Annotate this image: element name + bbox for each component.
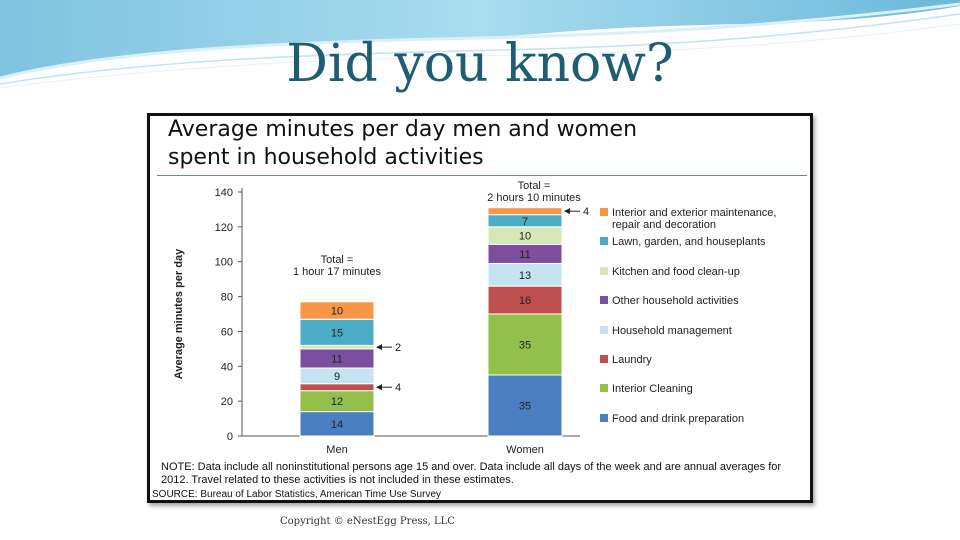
bar-segment [299, 411, 375, 437]
bar-segment [487, 207, 563, 216]
legend-label: Interior Cleaning [612, 383, 693, 395]
y-tick-label: 40 [221, 361, 233, 373]
legend-swatch [600, 355, 608, 363]
x-category-label: Men [326, 444, 347, 456]
chart-note: NOTE: Data include all noninstitutional … [161, 461, 782, 486]
y-tick-label: 0 [227, 431, 233, 443]
y-tick-label: 80 [221, 292, 233, 304]
x-category-label: Women [506, 444, 544, 456]
legend-label: Lawn, garden, and houseplants [612, 236, 766, 248]
bar-value-label: 10 [519, 231, 531, 243]
legend-label: Other household activities [612, 295, 739, 307]
chart-title-line: spent in household activities [168, 145, 484, 170]
bar-value-label: 14 [331, 419, 343, 431]
legend-label: repair and decoration [612, 219, 716, 231]
legend-swatch [600, 237, 608, 245]
y-tick-label: 140 [215, 187, 233, 199]
bar-value-label: 12 [331, 396, 343, 408]
bar-value-label: 13 [519, 270, 531, 282]
bar-value-label: 9 [334, 371, 340, 383]
legend-label: Household management [612, 325, 732, 337]
callout-label: 2 [395, 342, 401, 354]
callout-arrowhead [376, 344, 382, 351]
bar-segment [487, 285, 563, 315]
legend-label: Interior and exterior maintenance, [612, 207, 776, 219]
legend-swatch [600, 414, 608, 422]
title-divider [157, 175, 807, 176]
bar-segment [299, 383, 375, 392]
copyright-text: Copyright © eNestEgg Press, LLC [280, 516, 455, 527]
bar-value-label: 11 [331, 353, 342, 365]
bar-value-label: 35 [519, 401, 531, 413]
total-annotation: Total = [321, 254, 354, 266]
legend-swatch [600, 384, 608, 392]
bar-segment [299, 318, 375, 346]
bar-segment [487, 374, 563, 437]
bar-value-label: 15 [331, 327, 343, 339]
stacked-bar-chart: 0 20 40 60 80 100 120 140 Average minutes per da… [173, 180, 776, 456]
chart-title-line: Average minutes per day men and women [168, 117, 638, 142]
bar-segment [299, 344, 375, 350]
bar-segment [487, 313, 563, 376]
slide-title: Did you know? [286, 34, 674, 94]
bar-segment [299, 301, 375, 320]
legend-swatch [600, 296, 608, 304]
bar-value-label: 10 [331, 306, 343, 318]
legend-label: Laundry [612, 354, 652, 366]
wave-banner [0, 0, 960, 89]
total-annotation: 2 hours 10 minutes [487, 192, 581, 204]
legend-swatch [600, 267, 608, 275]
total-annotation: Total = [518, 180, 551, 192]
chart-title: Average minutes per day men and women sp… [168, 116, 637, 172]
callout-arrowhead [564, 208, 570, 215]
bar-value-label: 11 [519, 249, 530, 261]
callout-label: 4 [395, 382, 401, 394]
bar-value-label: 7 [522, 216, 528, 228]
callout-label: 4 [583, 206, 589, 218]
total-annotation: 1 hour 17 minutes [293, 266, 382, 278]
bar-value-label: 35 [519, 340, 531, 352]
legend-label: Kitchen and food clean-up [612, 266, 740, 278]
y-axis-label: Average minutes per day [173, 248, 185, 379]
legend-swatch [600, 326, 608, 334]
y-tick-label: 100 [215, 257, 233, 269]
legend-swatch [600, 208, 608, 216]
y-tick-label: 20 [221, 396, 233, 408]
legend-label: Food and drink preparation [612, 413, 744, 425]
chart-frame: Average minutes per day men and women sp… [147, 113, 813, 503]
y-tick-label: 60 [221, 326, 233, 338]
chart-source: SOURCE: Bureau of Labor Statistics, Amer… [152, 489, 441, 500]
y-tick-label: 120 [215, 222, 233, 234]
bar-value-label: 16 [519, 295, 531, 307]
callout-arrowhead [376, 384, 382, 391]
